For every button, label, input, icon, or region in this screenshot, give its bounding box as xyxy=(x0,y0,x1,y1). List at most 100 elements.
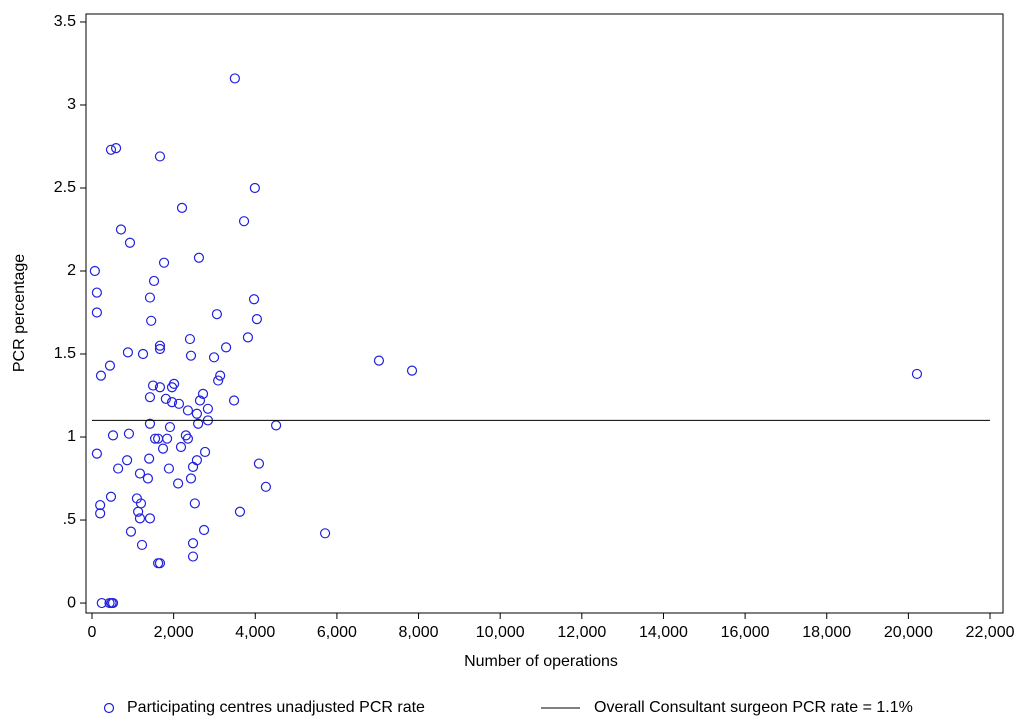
data-point xyxy=(182,433,194,444)
data-point xyxy=(144,392,156,403)
data-point xyxy=(197,388,209,399)
data-point xyxy=(187,461,199,473)
data-point xyxy=(373,355,385,366)
plot-frame xyxy=(85,13,1004,614)
data-point xyxy=(122,455,133,466)
data-point xyxy=(144,513,156,524)
data-point xyxy=(123,428,135,439)
data-point xyxy=(187,551,199,562)
data-point xyxy=(176,202,188,214)
data-point xyxy=(184,333,196,345)
x-tick-label: 2,000 xyxy=(154,624,194,641)
data-point xyxy=(163,463,175,474)
data-point xyxy=(248,294,260,305)
data-point xyxy=(134,513,146,524)
data-point xyxy=(213,375,224,386)
x-tick-label: 0 xyxy=(88,624,97,641)
data-point xyxy=(189,498,200,509)
data-point xyxy=(194,395,206,406)
legend-label: Overall Consultant surgeon PCR rate = 1.… xyxy=(594,699,913,716)
data-point xyxy=(228,395,240,406)
y-tick-label: 1.5 xyxy=(54,345,76,362)
data-point xyxy=(95,370,107,381)
y-axis-title: PCR percentage xyxy=(11,254,28,372)
legend-marker xyxy=(103,702,115,714)
data-point xyxy=(113,463,124,474)
data-point xyxy=(95,499,106,511)
data-point xyxy=(253,458,265,469)
y-tick-label: 3.5 xyxy=(54,13,76,30)
data-point xyxy=(146,315,157,326)
x-tick-label: 20,000 xyxy=(884,624,933,641)
data-point xyxy=(154,343,166,355)
x-tick-label: 18,000 xyxy=(802,624,851,641)
legend-label: Participating centres unadjusted PCR rat… xyxy=(127,699,425,716)
data-point xyxy=(173,478,184,489)
data-point xyxy=(242,332,254,343)
y-tick-label: .5 xyxy=(63,511,76,528)
data-point xyxy=(234,506,246,517)
data-point xyxy=(124,237,136,248)
data-point xyxy=(166,397,178,408)
data-point xyxy=(137,348,149,360)
data-point xyxy=(208,352,220,363)
data-point xyxy=(168,378,180,389)
data-point xyxy=(191,408,203,419)
data-point xyxy=(134,468,146,479)
data-point xyxy=(104,360,116,371)
data-point xyxy=(319,528,331,539)
x-tick-label: 12,000 xyxy=(557,624,606,641)
data-point xyxy=(166,382,178,393)
data-point xyxy=(110,143,122,154)
data-point xyxy=(144,453,155,464)
data-point xyxy=(198,524,210,536)
data-point xyxy=(220,342,232,353)
data-point xyxy=(211,309,223,320)
data-point xyxy=(182,405,194,416)
data-point xyxy=(91,287,102,298)
data-point xyxy=(122,347,134,358)
data-point xyxy=(199,446,211,458)
data-point xyxy=(249,182,260,194)
data-point xyxy=(115,224,127,235)
data-point xyxy=(202,403,214,414)
data-point xyxy=(105,491,117,502)
x-tick-label: 22,000 xyxy=(966,624,1015,641)
x-tick-label: 16,000 xyxy=(721,624,770,641)
data-point xyxy=(96,597,107,609)
x-tick-label: 4,000 xyxy=(235,624,275,641)
data-point xyxy=(160,393,171,404)
y-tick-label: 2.5 xyxy=(54,179,76,196)
y-tick-label: 2 xyxy=(67,262,76,279)
data-point xyxy=(125,526,137,537)
data-point xyxy=(175,441,187,453)
data-point xyxy=(107,430,119,441)
data-point xyxy=(185,473,197,484)
x-tick-label: 14,000 xyxy=(639,624,688,641)
data-point xyxy=(107,597,119,609)
x-tick-label: 6,000 xyxy=(317,624,357,641)
y-tick-label: 1 xyxy=(67,428,76,445)
data-point xyxy=(91,307,102,318)
data-point xyxy=(180,430,191,441)
data-point xyxy=(142,473,154,484)
data-point xyxy=(162,433,173,444)
x-axis-title: Number of operations xyxy=(464,653,618,670)
data-point xyxy=(185,350,197,361)
data-point xyxy=(229,73,240,84)
data-point xyxy=(154,340,166,351)
data-point xyxy=(154,382,166,393)
data-point xyxy=(144,418,156,429)
x-tick-label: 8,000 xyxy=(399,624,439,641)
data-point xyxy=(193,418,204,429)
data-point xyxy=(406,365,418,376)
y-tick-label: 0 xyxy=(67,594,76,611)
data-point xyxy=(260,481,271,492)
data-point xyxy=(251,314,263,325)
x-tick-label: 10,000 xyxy=(476,624,525,641)
data-point xyxy=(154,151,166,162)
data-point xyxy=(153,558,164,569)
data-point xyxy=(187,538,199,549)
data-point xyxy=(144,292,156,303)
